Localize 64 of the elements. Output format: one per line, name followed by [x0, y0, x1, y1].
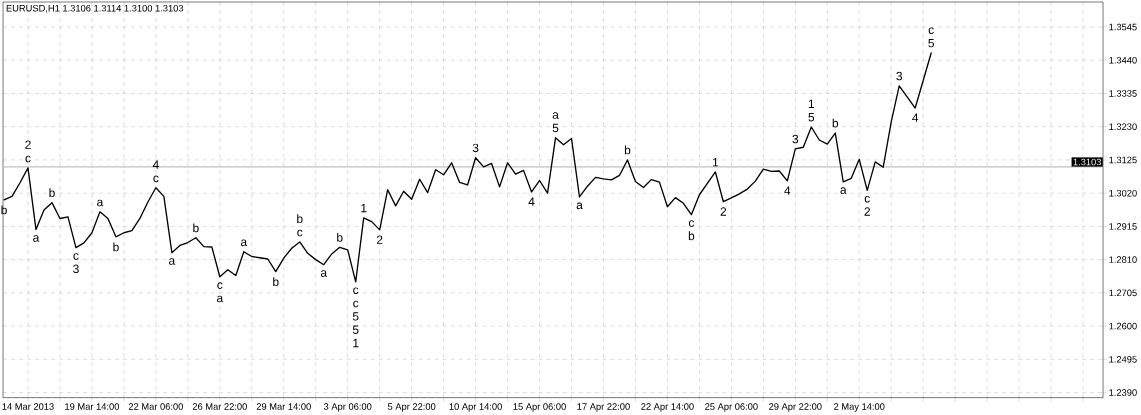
annotation: a — [576, 202, 583, 210]
annotation: a — [97, 199, 104, 207]
x-tick-label: 10 Apr 14:00 — [449, 403, 502, 412]
annotation: c b — [688, 220, 695, 241]
y-tick-label: 1.3020 — [1109, 190, 1137, 197]
annotation: c a — [216, 282, 224, 303]
x-tick-label: 19 Mar 14:00 — [65, 403, 120, 411]
annotation: a — [840, 187, 847, 195]
annotation: c c 5 5 1 — [352, 287, 359, 348]
x-tick-label: 2 May 14:00 — [834, 403, 885, 412]
x-tick-label: 29 Apr 22:00 — [769, 403, 822, 412]
annotation: 1 — [361, 204, 367, 213]
x-tick-label: 14 Mar 2013 — [2, 403, 54, 411]
x-tick-label: 22 Mar 06:00 — [128, 403, 183, 411]
annotation: 3 — [792, 134, 799, 144]
x-tick-label: 26 Mar 22:00 — [192, 403, 247, 411]
y-tick-label: 1.3440 — [1109, 57, 1137, 64]
annotation: c 3 — [73, 253, 79, 274]
y-tick-label: 1.3125 — [1109, 156, 1137, 164]
y-tick-label: 1.2390 — [1109, 389, 1137, 397]
x-tick-label: 25 Apr 06:00 — [705, 403, 758, 412]
y-tick-label: 1.3230 — [1109, 123, 1137, 131]
annotation: 1 5 — [808, 99, 815, 122]
annotation: c 2 — [864, 196, 870, 216]
annotation: b — [337, 233, 343, 242]
annotation: 4 — [528, 197, 535, 206]
y-tick-label: 1.3545 — [1109, 23, 1137, 31]
annotation: 2 — [376, 235, 383, 245]
ref-line-label: 1.3103 — [1073, 158, 1101, 166]
annotation: a — [320, 270, 328, 278]
annotation: b — [113, 242, 119, 252]
y-tick-label: 1.2705 — [1109, 289, 1137, 297]
annotation: a — [33, 235, 40, 242]
annotation: a 5 — [552, 112, 559, 133]
annotation: 2 c — [25, 140, 31, 163]
annotation: b — [49, 188, 55, 198]
annotation: 4 — [784, 186, 791, 195]
annotation: c 5 — [928, 27, 935, 48]
y-tick-label: 1.3335 — [1109, 90, 1137, 97]
annotation: a — [169, 258, 176, 266]
annotation: b — [193, 223, 199, 233]
annotation: 3 — [896, 71, 903, 81]
annotation: 3 — [472, 143, 479, 153]
chart-title: EURUSD,H1 1.3106 1.3114 1.3100 1.3103 — [6, 5, 184, 13]
y-tick-label: 1.2600 — [1109, 323, 1137, 330]
annotation: b — [1, 205, 7, 215]
x-tick-label: 29 Mar 14:00 — [256, 403, 311, 411]
annotation: 4 — [912, 113, 919, 123]
annotation: 4 c — [152, 160, 159, 183]
annotation: 2 — [720, 207, 727, 216]
annotation: 1 — [712, 158, 719, 167]
x-tick-label: 15 Apr 06:00 — [513, 403, 566, 412]
annotation: b — [832, 118, 839, 128]
x-tick-label: 5 Apr 22:00 — [387, 403, 436, 412]
y-tick-label: 1.2810 — [1109, 256, 1137, 264]
x-tick-label: 22 Apr 14:00 — [641, 403, 694, 412]
annotation: b — [273, 277, 279, 287]
x-tick-label: 17 Apr 22:00 — [577, 403, 630, 412]
x-tick-label: 3 Apr 06:00 — [323, 403, 372, 412]
y-tick-label: 1.2495 — [1109, 356, 1137, 363]
annotation: b — [624, 145, 631, 155]
y-tick-label: 1.2915 — [1109, 223, 1137, 230]
annotation: b c — [297, 214, 303, 237]
annotation: a — [240, 239, 248, 247]
